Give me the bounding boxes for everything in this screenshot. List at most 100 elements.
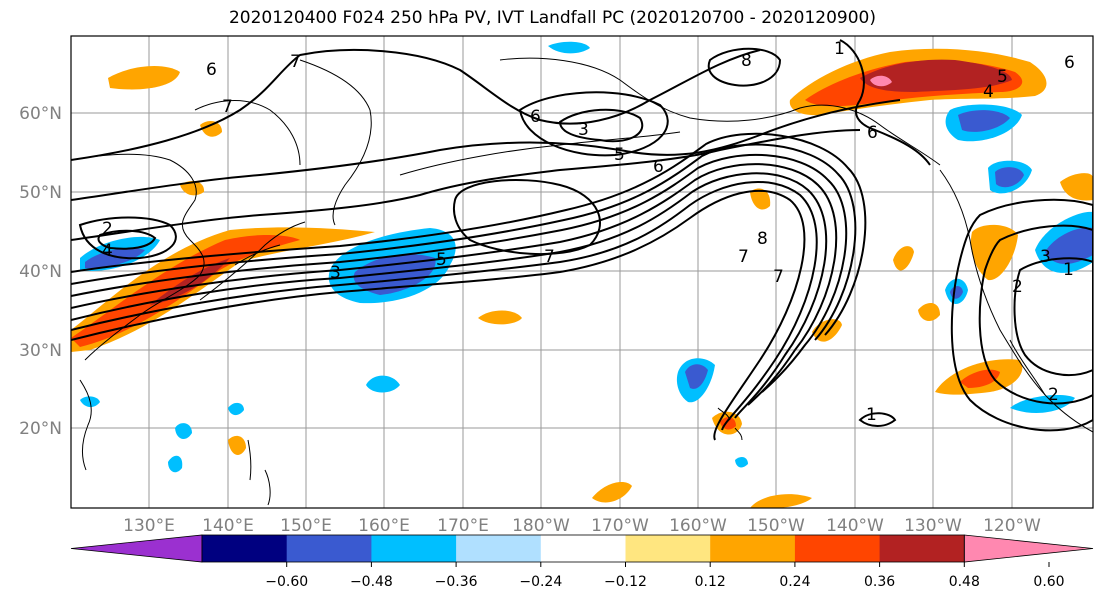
colorbar-segment xyxy=(794,535,881,562)
contour-label: 7 xyxy=(544,247,555,267)
ivt-contour-jet-6 xyxy=(71,143,857,341)
pv-negative-small-b xyxy=(175,423,192,440)
contour-label: 1 xyxy=(1063,260,1074,280)
ivt-contour-ne-ring-1 xyxy=(950,198,1093,432)
colorbar-segment xyxy=(879,535,965,562)
contour-label: 6 xyxy=(653,157,664,177)
contour-labels: 6 7 7 6 3 5 6 7 2 4 3 5 7 8 8 7 1 6 5 4 … xyxy=(102,39,1075,425)
ivt-contour-ne-top xyxy=(839,39,931,166)
contour-label: 7 xyxy=(290,52,301,72)
pv-positive-alaska-max xyxy=(870,75,892,87)
contour-label: 7 xyxy=(738,247,749,267)
coast-kamchatka xyxy=(299,59,372,226)
coastlines xyxy=(71,57,1093,506)
ivt-contour-low-4 xyxy=(518,91,669,157)
pv-positive-ne-c xyxy=(1060,173,1093,201)
contour-label: 3 xyxy=(1040,247,1051,267)
ivt-contour-jet-2 xyxy=(71,180,818,431)
pv-positive-small-i xyxy=(918,303,940,322)
pv-negative-ne-c-core xyxy=(1045,227,1093,265)
colorbar-extend-high xyxy=(963,534,1094,563)
coast-aleutians xyxy=(399,131,681,176)
pv-positive-north-a xyxy=(108,66,180,90)
longitude-label: 180°W xyxy=(512,516,570,536)
longitude-label: 160°E xyxy=(358,516,410,536)
map-title: 2020120400 F024 250 hPa PV, IVT Landfall… xyxy=(228,8,876,28)
coast-philippines xyxy=(79,379,92,471)
ivt-contour-subtropic-1 xyxy=(858,412,897,427)
pv-positive-japan xyxy=(71,227,375,352)
latitude-label: 30°N xyxy=(19,341,62,361)
colorbar xyxy=(70,534,1094,563)
latitude-label: 50°N xyxy=(19,183,62,203)
coast-baja xyxy=(1009,339,1046,396)
pv-positive-small-c xyxy=(592,482,632,503)
pv-negative-small-a xyxy=(366,375,400,393)
colorbar-segment xyxy=(625,535,711,562)
contour-label: 3 xyxy=(330,263,341,283)
contour-label: 5 xyxy=(436,250,447,270)
contour-label: 2 xyxy=(1048,385,1059,405)
contour-label: 6 xyxy=(206,60,217,80)
ivt-contours xyxy=(71,39,1093,441)
latitude-labels: 60°N 50°N 40°N 30°N 20°N xyxy=(19,104,62,439)
contour-label: 8 xyxy=(757,229,768,249)
colorbar-tick-label: −0.48 xyxy=(350,574,393,590)
contour-label: 1 xyxy=(866,405,877,425)
contour-label: 4 xyxy=(983,82,994,102)
longitude-label: 140°E xyxy=(202,516,254,536)
ivt-contour-loop-small xyxy=(452,179,601,256)
contour-label: 3 xyxy=(578,120,589,140)
ivt-contour-jet-7 xyxy=(71,132,867,336)
ivt-contour-jet-3 xyxy=(71,172,828,419)
coast-na-west xyxy=(939,169,1093,433)
pv-positive-small-f xyxy=(750,188,771,210)
coast-islands xyxy=(247,439,271,506)
colorbar-frame xyxy=(201,534,965,563)
longitude-label: 150°W xyxy=(747,516,805,536)
ivt-contour-sw-2 xyxy=(78,216,177,260)
colorbar-segment xyxy=(371,535,457,562)
longitude-label: 150°E xyxy=(280,516,332,536)
pv-positive-small-a xyxy=(478,310,522,325)
ivt-contour-jet-1 xyxy=(71,190,806,441)
contour-label: 2 xyxy=(102,219,113,239)
colorbar-segment xyxy=(286,535,372,562)
pv-positive-small-d xyxy=(750,494,812,508)
longitude-label: 160°W xyxy=(669,516,727,536)
colorbar-segment xyxy=(710,535,796,562)
contour-label: 5 xyxy=(997,67,1008,87)
contour-label: 6 xyxy=(530,107,541,127)
contour-label: 6 xyxy=(867,123,878,143)
colorbar-tick-label: −0.12 xyxy=(604,574,647,590)
coast-okhotsk xyxy=(194,100,301,166)
contour-label: 5 xyxy=(614,145,625,165)
contour-label: 6 xyxy=(1064,53,1075,73)
ivt-contour-jet-4 xyxy=(71,163,838,406)
pv-negative-small-c xyxy=(168,455,183,473)
contour-label: 4 xyxy=(102,241,113,261)
ivt-contour-sw-3 xyxy=(97,229,157,250)
pv-negative-north-a xyxy=(548,41,590,54)
colorbar-tick-label: −0.36 xyxy=(435,574,478,590)
ivt-contour-high-8 xyxy=(707,47,782,87)
ivt-contour-ne-ring-2 xyxy=(978,224,1093,405)
colorbar-tick-label: 0.36 xyxy=(864,574,895,590)
ivt-contour-north-6 xyxy=(71,99,901,201)
contour-label: 2 xyxy=(1012,277,1023,297)
colorbar-segment xyxy=(202,535,288,562)
pv-negative-small-d xyxy=(228,402,244,416)
ivt-contour-ne-ring-3 xyxy=(1013,257,1093,376)
colorbar-tick-labels: −0.60 −0.48 −0.36 −0.24 −0.12 0.12 0.24 0.36 0.4… xyxy=(265,562,1065,590)
colorbar-tick-label: 0.24 xyxy=(779,574,810,590)
longitude-label: 170°W xyxy=(591,516,649,536)
contour-label: 1 xyxy=(834,39,845,59)
colorbar-tick-label: 0.60 xyxy=(1033,574,1064,590)
longitude-label: 120°W xyxy=(983,516,1041,536)
map-border xyxy=(70,35,1094,509)
ivt-contour-north-5 xyxy=(71,129,861,241)
pv-positive-small-h xyxy=(893,246,914,271)
pv-positive-japan-inner xyxy=(150,258,230,305)
latitude-label: 20°N xyxy=(19,419,62,439)
contour-label: 7 xyxy=(222,97,233,117)
